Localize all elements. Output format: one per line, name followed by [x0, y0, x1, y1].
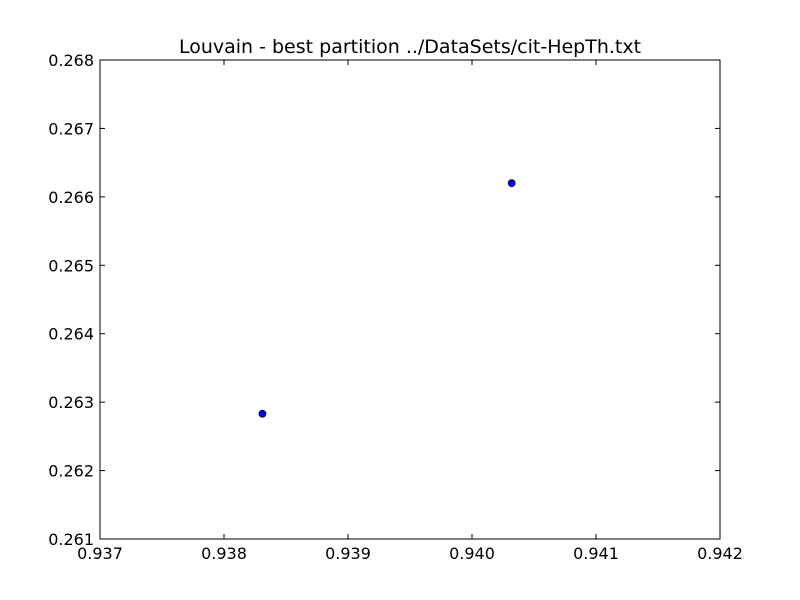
y-tick-label: 0.265: [48, 256, 94, 275]
y-tick-label: 0.268: [48, 51, 94, 70]
x-tick-label: 0.939: [325, 544, 371, 563]
y-tick-label: 0.264: [48, 325, 94, 344]
x-tick-label: 0.938: [201, 544, 247, 563]
data-point: [507, 179, 516, 188]
y-tick-label: 0.262: [48, 462, 94, 481]
x-tick-label: 0.942: [697, 544, 743, 563]
y-tick-label: 0.267: [48, 119, 94, 138]
data-point: [258, 409, 267, 418]
y-tick-label: 0.266: [48, 188, 94, 207]
x-tick-label: 0.940: [449, 544, 495, 563]
y-tick-label: 0.261: [48, 530, 94, 549]
chart-title: Louvain - best partition ../DataSets/cit…: [179, 36, 641, 58]
data-points: [258, 179, 516, 418]
x-tick-label: 0.941: [573, 544, 619, 563]
x-tick-label: 0.937: [77, 544, 123, 563]
axis-ticks: 0.937 0.938 0.939 0.940 0.941 0.942 0.261 0.262…: [48, 51, 743, 563]
plot-area-frame: [99, 59, 721, 540]
y-tick-label: 0.263: [48, 393, 94, 412]
